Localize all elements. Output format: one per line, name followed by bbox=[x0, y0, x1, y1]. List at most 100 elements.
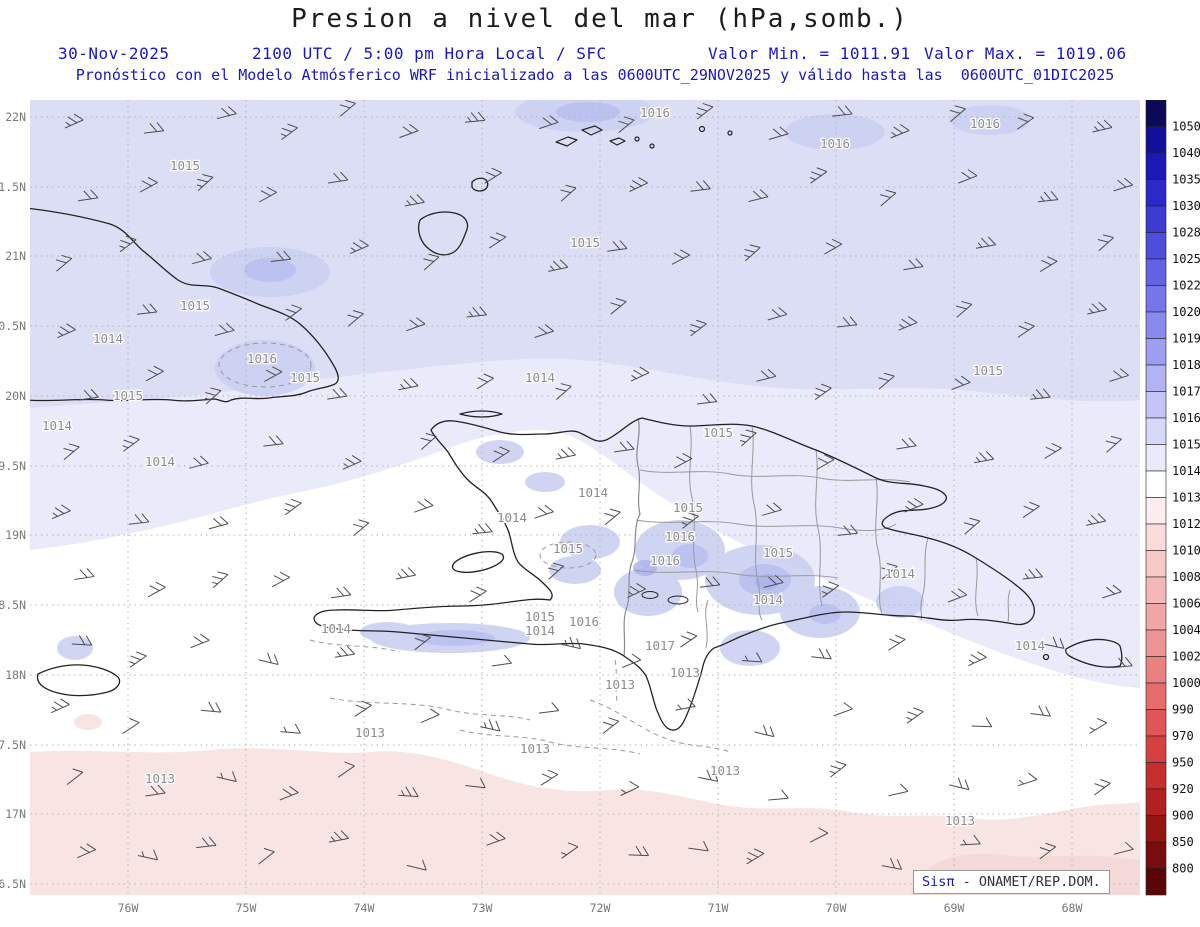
colorbar-cell bbox=[1145, 364, 1167, 392]
lat-tick-label: 9.5N bbox=[0, 459, 26, 473]
wind-barb bbox=[809, 167, 828, 184]
wind-barb bbox=[561, 842, 579, 859]
wind-barb bbox=[406, 317, 426, 332]
wind-barb bbox=[1017, 113, 1034, 130]
colorbar-tick-label: 1022 bbox=[1172, 279, 1200, 293]
colorbar-cell bbox=[1145, 576, 1167, 604]
wind-barb bbox=[960, 834, 981, 846]
lon-tick-label: 68W bbox=[1062, 901, 1083, 915]
wind-barb bbox=[555, 447, 576, 460]
contour-label: 1013 bbox=[520, 741, 550, 756]
wind-barb bbox=[406, 859, 427, 871]
wind-barb bbox=[816, 454, 835, 470]
colorbar-tick-label: 800 bbox=[1172, 862, 1194, 876]
contour-label-layer: 1016101610161015101510151014101610151015… bbox=[41, 104, 1047, 830]
wind-barb bbox=[342, 454, 362, 470]
colorbar-tick-label: 1012 bbox=[1172, 517, 1200, 531]
colorbar-cell bbox=[1145, 841, 1167, 869]
turks-caicos-islands bbox=[555, 125, 733, 149]
wind-barb bbox=[824, 238, 843, 255]
wind-barb bbox=[398, 377, 419, 391]
plot-area: 1016101610161015101510151014101610151015… bbox=[30, 100, 1140, 895]
wind-barb bbox=[200, 701, 222, 713]
contour-label: 1016 bbox=[970, 116, 1000, 131]
cuba-coast bbox=[30, 207, 339, 403]
wind-barb bbox=[1102, 584, 1122, 599]
forecast-time: 2100 UTC / 5:00 pm Hora Local / SFC bbox=[252, 44, 607, 63]
contour-label: 1013 bbox=[710, 763, 740, 778]
lon-tick-label: 72W bbox=[590, 901, 611, 915]
wind-barb bbox=[971, 717, 993, 728]
wind-barb bbox=[1097, 234, 1114, 252]
contour-label: 1013 bbox=[355, 725, 385, 740]
wind-barb bbox=[271, 571, 290, 588]
wind-barb bbox=[821, 581, 839, 598]
hispaniola-coast bbox=[313, 417, 1036, 731]
lat-tick-label: 8.5N bbox=[0, 598, 26, 612]
wind-barb bbox=[51, 504, 71, 520]
wind-barb bbox=[128, 513, 150, 525]
wind-barb bbox=[420, 433, 437, 450]
wind-barb bbox=[627, 582, 646, 598]
colorbar-cell bbox=[1145, 126, 1167, 154]
wind-barb bbox=[548, 259, 569, 272]
wind-barb bbox=[334, 645, 356, 658]
wind-barb bbox=[258, 652, 279, 665]
lon-tick-label: 76W bbox=[118, 901, 139, 915]
wind-barb bbox=[767, 307, 788, 321]
contour-label: 1016 bbox=[665, 529, 695, 544]
wind-barb bbox=[947, 588, 968, 603]
wind-barb bbox=[196, 836, 217, 849]
wind-barb bbox=[754, 724, 775, 738]
wind-barb bbox=[814, 383, 832, 401]
wind-barb bbox=[955, 300, 973, 318]
wind-barb bbox=[327, 171, 349, 184]
colorbar-cell bbox=[1145, 788, 1167, 816]
puerto-rico-coast bbox=[1065, 638, 1123, 668]
wind-barb bbox=[476, 373, 494, 390]
wind-barb bbox=[188, 455, 209, 469]
wind-barb bbox=[1022, 568, 1043, 580]
wind-barb bbox=[674, 452, 693, 469]
wind-barb bbox=[560, 184, 577, 202]
tortuga-island bbox=[459, 410, 503, 418]
colorbar-tick-label: 1004 bbox=[1172, 623, 1200, 637]
wind-barb bbox=[888, 783, 909, 797]
gonave-island bbox=[451, 551, 505, 573]
colorbar-cell bbox=[1145, 762, 1167, 790]
colorbar-tick-label: 1017 bbox=[1172, 385, 1200, 399]
colorbar-tick-label: 1002 bbox=[1172, 650, 1200, 664]
wind-barb bbox=[1044, 443, 1062, 459]
wind-barb bbox=[898, 316, 918, 331]
colorbar-tick-label: 850 bbox=[1172, 835, 1194, 849]
wind-barb bbox=[744, 244, 761, 262]
wind-barb bbox=[906, 707, 924, 724]
wind-barb bbox=[349, 239, 369, 255]
colorbar-cell bbox=[1145, 391, 1167, 419]
wind-barb-layer bbox=[50, 100, 1134, 871]
wind-barb bbox=[768, 789, 789, 801]
wind-barb bbox=[1086, 513, 1107, 526]
wind-barb bbox=[353, 519, 370, 536]
wind-barb bbox=[607, 240, 628, 252]
colorbar-cell bbox=[1145, 550, 1167, 578]
wind-barb bbox=[1109, 368, 1129, 382]
wind-barb bbox=[484, 167, 502, 184]
wind-barb bbox=[832, 105, 853, 117]
wind-barb bbox=[698, 769, 719, 782]
lat-tick-label: 6.5N bbox=[0, 877, 26, 891]
wind-barb bbox=[147, 581, 166, 598]
wind-barb bbox=[211, 571, 229, 589]
wind-barb bbox=[214, 322, 235, 336]
contour-label: 1015 bbox=[113, 388, 143, 403]
wind-barb bbox=[480, 719, 501, 732]
wind-barb bbox=[540, 769, 559, 786]
wind-barb bbox=[280, 123, 298, 141]
lon-tick-label: 75W bbox=[236, 901, 257, 915]
wind-barb bbox=[190, 633, 210, 649]
colorbar-cell bbox=[1145, 682, 1167, 710]
colorbar-cell bbox=[1145, 232, 1167, 260]
wind-barb bbox=[78, 189, 99, 202]
pressure-map: 1016101610161015101510151014101610151015… bbox=[0, 100, 1200, 915]
colorbar-tick-label: 970 bbox=[1172, 729, 1194, 743]
